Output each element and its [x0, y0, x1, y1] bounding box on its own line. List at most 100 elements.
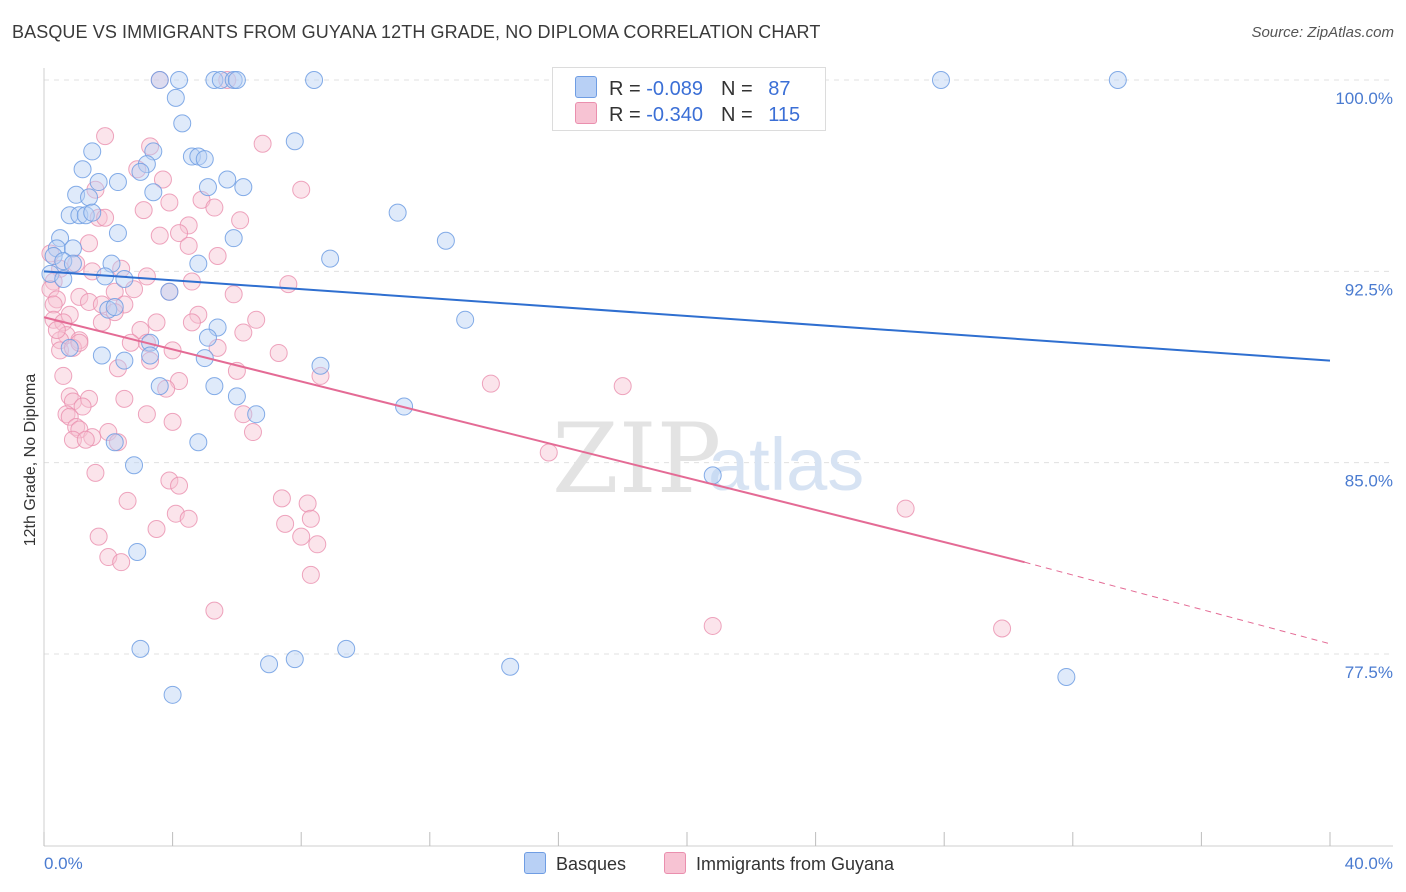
data-point-basques [144, 183, 163, 202]
data-point-basques [218, 170, 237, 189]
legend-n-value: 87 [768, 78, 791, 100]
data-point-guyana [160, 193, 179, 212]
data-point-guyana [163, 412, 182, 431]
data-point-basques [105, 433, 124, 452]
chart-title: BASQUE VS IMMIGRANTS FROM GUYANA 12TH GR… [12, 22, 821, 42]
x-tick-labels: 0.0% 40.0% [44, 854, 1393, 873]
data-point-guyana [993, 619, 1012, 638]
legend-swatch-basques [575, 76, 597, 98]
data-point-basques [931, 71, 950, 89]
data-point-guyana [128, 160, 147, 179]
data-point-basques [163, 685, 182, 704]
data-point-guyana [147, 313, 166, 332]
legend-r-value: -0.089 [646, 78, 703, 100]
data-point-guyana [311, 366, 330, 385]
data-point-guyana [141, 137, 160, 156]
data-point-basques [247, 405, 266, 424]
legend-n-label: N = [720, 104, 759, 126]
data-point-guyana [253, 134, 272, 153]
data-point-basques [170, 71, 189, 89]
legend-row-basques: R = -0.089 N = 87 [575, 76, 790, 100]
y-tick-label: 85.0% [1345, 472, 1393, 491]
data-point-guyana [60, 387, 79, 406]
data-point-guyana [118, 491, 137, 510]
data-point-guyana [276, 514, 295, 533]
data-point-basques [1057, 667, 1076, 686]
data-point-guyana [703, 616, 722, 635]
data-point-guyana [134, 201, 153, 220]
data-point-guyana [308, 535, 327, 554]
data-point-basques [51, 229, 70, 248]
trend-lines [43, 270, 1331, 645]
data-point-basques [436, 231, 455, 250]
data-point-guyana [153, 170, 172, 189]
data-point-guyana [54, 366, 73, 385]
data-point-guyana [70, 333, 89, 352]
data-point-basques [205, 377, 224, 396]
data-point-guyana [179, 509, 198, 528]
data-point-basques [260, 655, 279, 674]
data-point-basques [89, 173, 108, 192]
data-point-guyana [150, 226, 169, 245]
data-point-guyana [137, 405, 156, 424]
bottom-legend-swatch-basques [524, 852, 546, 874]
data-point-guyana [80, 234, 99, 253]
data-point-guyana [96, 127, 115, 146]
data-point-basques [388, 203, 407, 222]
data-point-guyana [224, 285, 243, 304]
data-point-guyana [147, 519, 166, 538]
data-point-guyana [205, 601, 224, 620]
legend-r-value: -0.340 [646, 104, 703, 126]
data-point-basques [92, 346, 111, 365]
data-point-basques [131, 639, 150, 658]
data-point-guyana [89, 527, 108, 546]
data-point-basques [285, 132, 304, 151]
y-tick-label: 77.5% [1345, 663, 1393, 682]
data-point-guyana [234, 405, 253, 424]
data-point-guyana [292, 180, 311, 199]
data-point-guyana [105, 282, 124, 301]
data-point-basques [198, 328, 217, 347]
data-point-guyana [231, 211, 250, 230]
data-point-guyana [218, 71, 237, 89]
y-tick-label: 100.0% [1335, 89, 1393, 108]
data-point-basques [108, 224, 127, 243]
data-point-guyana [63, 430, 82, 449]
data-point-basques [63, 239, 82, 258]
data-point-guyana [896, 499, 915, 518]
data-point-guyana [160, 471, 179, 490]
data-point-basques [1108, 71, 1127, 89]
data-point-guyana [182, 313, 201, 332]
source-label: Source: ZipAtlas.com [1251, 24, 1394, 41]
data-point-basques [227, 387, 246, 406]
data-point-guyana [208, 247, 227, 266]
data-point-guyana [539, 443, 558, 462]
y-axis-label: 12th Grade, No Diploma [22, 373, 39, 547]
data-point-basques [189, 254, 208, 273]
data-point-guyana [115, 389, 134, 408]
data-point-guyana [60, 407, 79, 426]
data-point-guyana [86, 463, 105, 482]
data-point-guyana [298, 494, 317, 513]
data-point-guyana [112, 553, 131, 572]
data-point-basques [160, 282, 179, 301]
data-point-basques [198, 178, 217, 197]
data-point-basques [128, 542, 147, 561]
data-point-basques [234, 178, 253, 197]
watermark: ZIP atlas [552, 403, 864, 515]
trend-line-guyana [43, 316, 1025, 564]
data-point-guyana [269, 343, 288, 362]
data-point-guyana [170, 224, 189, 243]
data-point-guyana [57, 405, 76, 424]
data-point-basques [501, 657, 520, 676]
bottom-legend-swatch-guyana [664, 852, 686, 874]
data-point-basques [305, 71, 324, 89]
data-point-guyana [47, 290, 66, 309]
data-point-basques [83, 142, 102, 161]
grid-lines [44, 79, 1393, 655]
data-point-basques [150, 71, 169, 89]
x-tick-label: 0.0% [44, 854, 83, 873]
data-point-basques [125, 456, 144, 475]
data-point-basques [337, 639, 356, 658]
